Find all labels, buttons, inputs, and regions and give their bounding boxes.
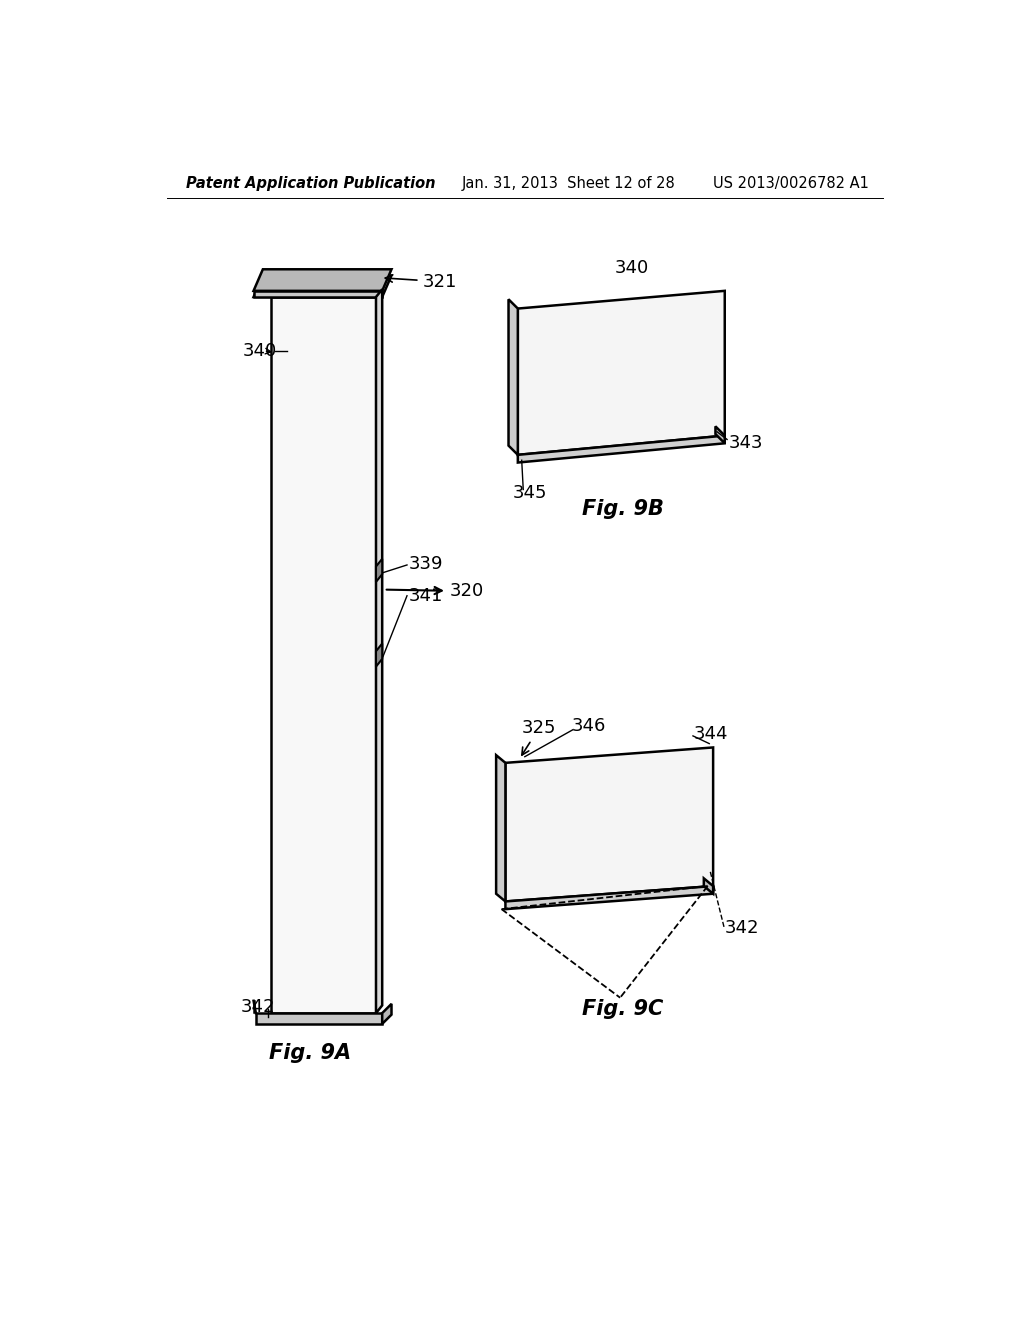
Polygon shape: [376, 558, 382, 582]
Polygon shape: [496, 755, 506, 902]
Text: Patent Application Publication: Patent Application Publication: [186, 176, 435, 190]
Text: US 2013/0026782 A1: US 2013/0026782 A1: [713, 176, 869, 190]
Text: 346: 346: [572, 717, 606, 735]
Text: 345: 345: [513, 484, 548, 503]
Text: 340: 340: [243, 342, 276, 360]
Text: 343: 343: [729, 434, 763, 453]
Polygon shape: [254, 276, 391, 297]
Text: Jan. 31, 2013  Sheet 12 of 28: Jan. 31, 2013 Sheet 12 of 28: [461, 176, 675, 190]
Polygon shape: [254, 290, 382, 297]
Text: Fig. 9B: Fig. 9B: [582, 499, 664, 519]
Polygon shape: [518, 290, 725, 455]
Polygon shape: [376, 289, 382, 1014]
Text: 342: 342: [241, 998, 274, 1016]
Polygon shape: [518, 436, 725, 462]
Text: 321: 321: [385, 273, 457, 290]
Polygon shape: [382, 1003, 391, 1024]
Polygon shape: [703, 878, 713, 894]
Text: Fig. 9A: Fig. 9A: [269, 1043, 351, 1063]
Text: 339: 339: [409, 556, 443, 573]
Polygon shape: [256, 1014, 382, 1024]
Polygon shape: [509, 300, 518, 455]
Polygon shape: [716, 426, 725, 444]
Polygon shape: [271, 297, 376, 1014]
Text: 342: 342: [725, 920, 759, 937]
Polygon shape: [506, 747, 713, 902]
Text: 341: 341: [409, 587, 443, 605]
Text: 344: 344: [693, 725, 728, 743]
Text: 320: 320: [386, 582, 484, 601]
Polygon shape: [254, 269, 391, 290]
Polygon shape: [376, 644, 382, 667]
Text: 325: 325: [521, 719, 556, 755]
Text: 340: 340: [614, 259, 649, 277]
Polygon shape: [506, 886, 713, 909]
Text: Fig. 9C: Fig. 9C: [582, 999, 664, 1019]
